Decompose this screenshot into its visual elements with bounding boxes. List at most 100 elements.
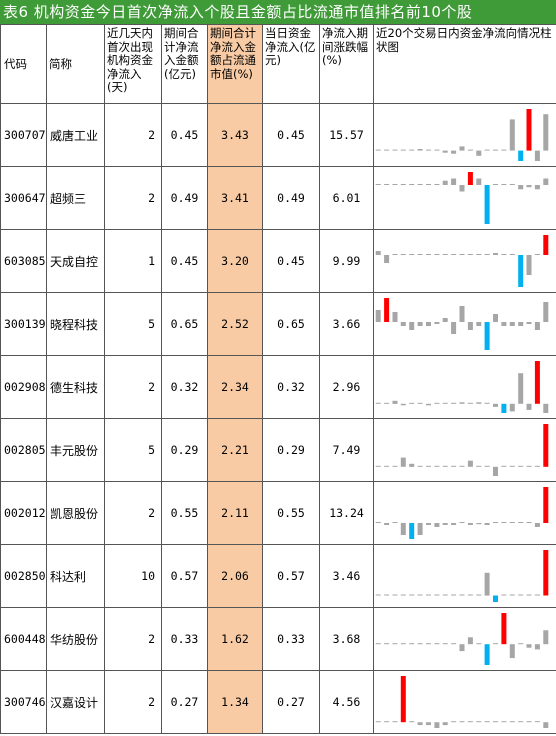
flow-bar (400, 594, 406, 596)
flow-bar (384, 255, 390, 263)
flow-bar (484, 721, 490, 723)
cell-period-ratio: 2.21 (207, 418, 263, 482)
flow-bar (442, 402, 448, 404)
flow-bar (493, 149, 498, 151)
flow-bar (534, 185, 540, 190)
flow-bar (476, 643, 482, 645)
flow-bar (526, 255, 532, 275)
cell-period-inflow: 0.27 (161, 670, 208, 734)
cell-period-inflow: 0.33 (161, 607, 208, 671)
flow-bar (518, 721, 524, 723)
flow-bar (409, 721, 415, 723)
cell-period-ratio: 1.34 (207, 670, 263, 734)
flow-bar (400, 184, 406, 185)
flow-bar (384, 643, 390, 645)
flow-bar (484, 523, 490, 525)
header-chart: 近20个交易日内资金净流向情况柱状图 (373, 24, 556, 104)
flow-bar (375, 594, 381, 596)
mini-chart-svg (375, 298, 549, 350)
flow-bar (501, 522, 507, 523)
flow-bar (501, 721, 507, 723)
flow-bar (467, 721, 473, 723)
flow-bar (392, 254, 398, 255)
flow-bar (467, 402, 473, 404)
cell-name: 华纺股份 (46, 607, 105, 671)
flow-bar (518, 643, 524, 645)
flow-bar (476, 594, 482, 596)
cell-period-change: 3.46 (319, 544, 374, 608)
flow-bar (501, 594, 507, 596)
flow-bar (392, 643, 398, 645)
flow-bar (518, 185, 524, 190)
mini-chart-svg (375, 613, 549, 665)
flow-bar (434, 643, 440, 645)
cell-period-ratio: 2.06 (207, 544, 263, 608)
flow-bar (526, 322, 532, 324)
flow-bar (392, 465, 398, 467)
cell-days: 5 (104, 418, 162, 482)
flow-bar (459, 644, 465, 652)
flow-bar (459, 522, 465, 523)
flow-bar (509, 465, 515, 467)
flow-bar (493, 314, 498, 322)
flow-bar-chart (373, 418, 556, 482)
flow-bar (442, 594, 448, 596)
flow-bar (484, 644, 490, 665)
flow-bar (375, 251, 381, 255)
flow-bar (434, 722, 440, 728)
flow-bar (409, 643, 415, 645)
flow-bar (501, 254, 507, 255)
flow-bar (417, 594, 423, 596)
cell-today-inflow: 0.32 (262, 355, 320, 419)
flow-bar (543, 114, 549, 151)
table-row: 300139 晓程科技 5 0.65 2.52 0.65 3.66 (0, 292, 556, 356)
flow-bar (426, 254, 431, 255)
flow-bar (493, 721, 498, 723)
flow-bar (459, 146, 465, 151)
cell-period-change: 6.01 (319, 166, 374, 230)
flow-bar (417, 149, 423, 151)
cell-period-ratio: 2.52 (207, 292, 263, 356)
flow-bar (434, 184, 440, 185)
flow-bar (484, 402, 490, 404)
flow-bar (400, 457, 406, 467)
flow-bar (534, 594, 540, 596)
cell-days: 2 (104, 166, 162, 230)
flow-bar (467, 594, 473, 596)
table-title: 表6 机构资金今日首次净流入个股且金额占比流通市值排名前10个股 (0, 0, 556, 24)
flow-bar (384, 721, 390, 723)
flow-bar (518, 465, 524, 467)
header-days: 近几天内首次出现机构资金净流入(天) (104, 24, 162, 104)
cell-period-inflow: 0.55 (161, 481, 208, 545)
flow-bar (509, 522, 515, 523)
flow-bar (526, 644, 532, 648)
flow-bar (375, 465, 381, 467)
cell-name: 凯恩股份 (46, 481, 105, 545)
flow-bar (409, 149, 415, 151)
cell-name: 天成自控 (46, 229, 105, 293)
cell-code: 603085 (0, 229, 47, 293)
flow-bar (426, 322, 431, 326)
flow-bar (442, 722, 448, 726)
flow-bar (526, 403, 532, 410)
cell-name: 科达利 (46, 544, 105, 608)
mini-chart-svg (375, 550, 549, 602)
flow-bar (493, 253, 498, 255)
flow-bar (509, 254, 515, 255)
flow-bar (459, 402, 465, 404)
flow-bar (526, 721, 532, 723)
flow-bar (417, 722, 423, 726)
flow-bar (434, 523, 440, 527)
flow-bar (543, 302, 549, 322)
flow-bar (467, 172, 473, 185)
flow-bar (384, 523, 390, 525)
flow-bar (451, 178, 457, 185)
flow-bar (543, 403, 549, 413)
flow-bar (375, 643, 381, 645)
flow-bar (484, 185, 490, 224)
flow-bar (459, 306, 465, 322)
flow-bar (426, 184, 431, 185)
flow-bar (451, 594, 457, 596)
flow-bar (442, 254, 448, 255)
flow-bar (543, 178, 549, 185)
